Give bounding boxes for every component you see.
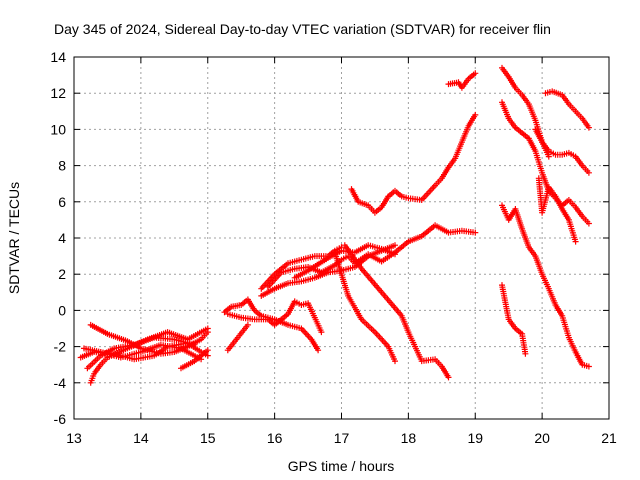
- series-trace-8: [224, 321, 251, 354]
- y-tick-label: 12: [50, 85, 66, 101]
- series-trace-16: [348, 111, 479, 216]
- data-markers: [178, 347, 211, 372]
- data-markers: [535, 175, 579, 245]
- x-tick-label: 14: [133, 430, 149, 446]
- series-trace-24: [499, 282, 529, 357]
- x-tick-label: 18: [401, 430, 417, 446]
- y-tick-label: 14: [50, 49, 66, 65]
- axis-ticks: 13 14 15 16 17 18 19 20 21 -6 -4 -2 0 2 4 6 8 10 12 14: [50, 49, 617, 446]
- y-tick-label: 4: [58, 230, 66, 246]
- grid: [74, 57, 609, 419]
- data-markers: [499, 282, 529, 357]
- x-tick-label: 13: [66, 430, 82, 446]
- data-markers: [542, 88, 592, 131]
- series-trace-20: [542, 88, 592, 131]
- series-trace-23: [499, 202, 592, 370]
- y-tick-label: 2: [58, 266, 66, 282]
- x-tick-label: 20: [534, 430, 550, 446]
- y-tick-label: 8: [58, 158, 66, 174]
- series-trace-9: [224, 298, 325, 336]
- y-tick-label: -4: [54, 375, 67, 391]
- y-tick-label: 6: [58, 194, 66, 210]
- series-trace-22: [535, 175, 579, 245]
- data-markers: [331, 249, 398, 365]
- series-trace-5: [87, 325, 211, 386]
- x-axis-label: GPS time / hours: [288, 458, 395, 474]
- data-markers: [445, 70, 479, 91]
- x-tick-label: 19: [467, 430, 483, 446]
- data-points: [77, 64, 592, 386]
- y-tick-label: 10: [50, 121, 66, 137]
- data-markers: [224, 298, 325, 336]
- series-trace-17: [445, 70, 479, 91]
- y-tick-label: 0: [58, 302, 66, 318]
- x-tick-label: 21: [601, 430, 617, 446]
- chart-title: Day 345 of 2024, Sidereal Day-to-day VTE…: [54, 21, 551, 37]
- series-trace-6: [178, 347, 211, 372]
- y-tick-label: -2: [54, 339, 67, 355]
- series-trace-14: [331, 249, 398, 365]
- x-tick-label: 15: [200, 430, 216, 446]
- data-markers: [499, 202, 592, 370]
- data-markers: [348, 111, 479, 216]
- data-markers: [87, 325, 211, 386]
- data-markers: [532, 126, 592, 176]
- data-markers: [341, 242, 452, 381]
- data-markers: [224, 321, 251, 354]
- y-tick-label: -6: [54, 411, 67, 427]
- series-trace-15: [341, 242, 452, 381]
- x-tick-label: 16: [267, 430, 283, 446]
- series-trace-21: [532, 126, 592, 176]
- y-axis-label: SDTVAR / TECUs: [6, 182, 22, 294]
- x-tick-label: 17: [334, 430, 350, 446]
